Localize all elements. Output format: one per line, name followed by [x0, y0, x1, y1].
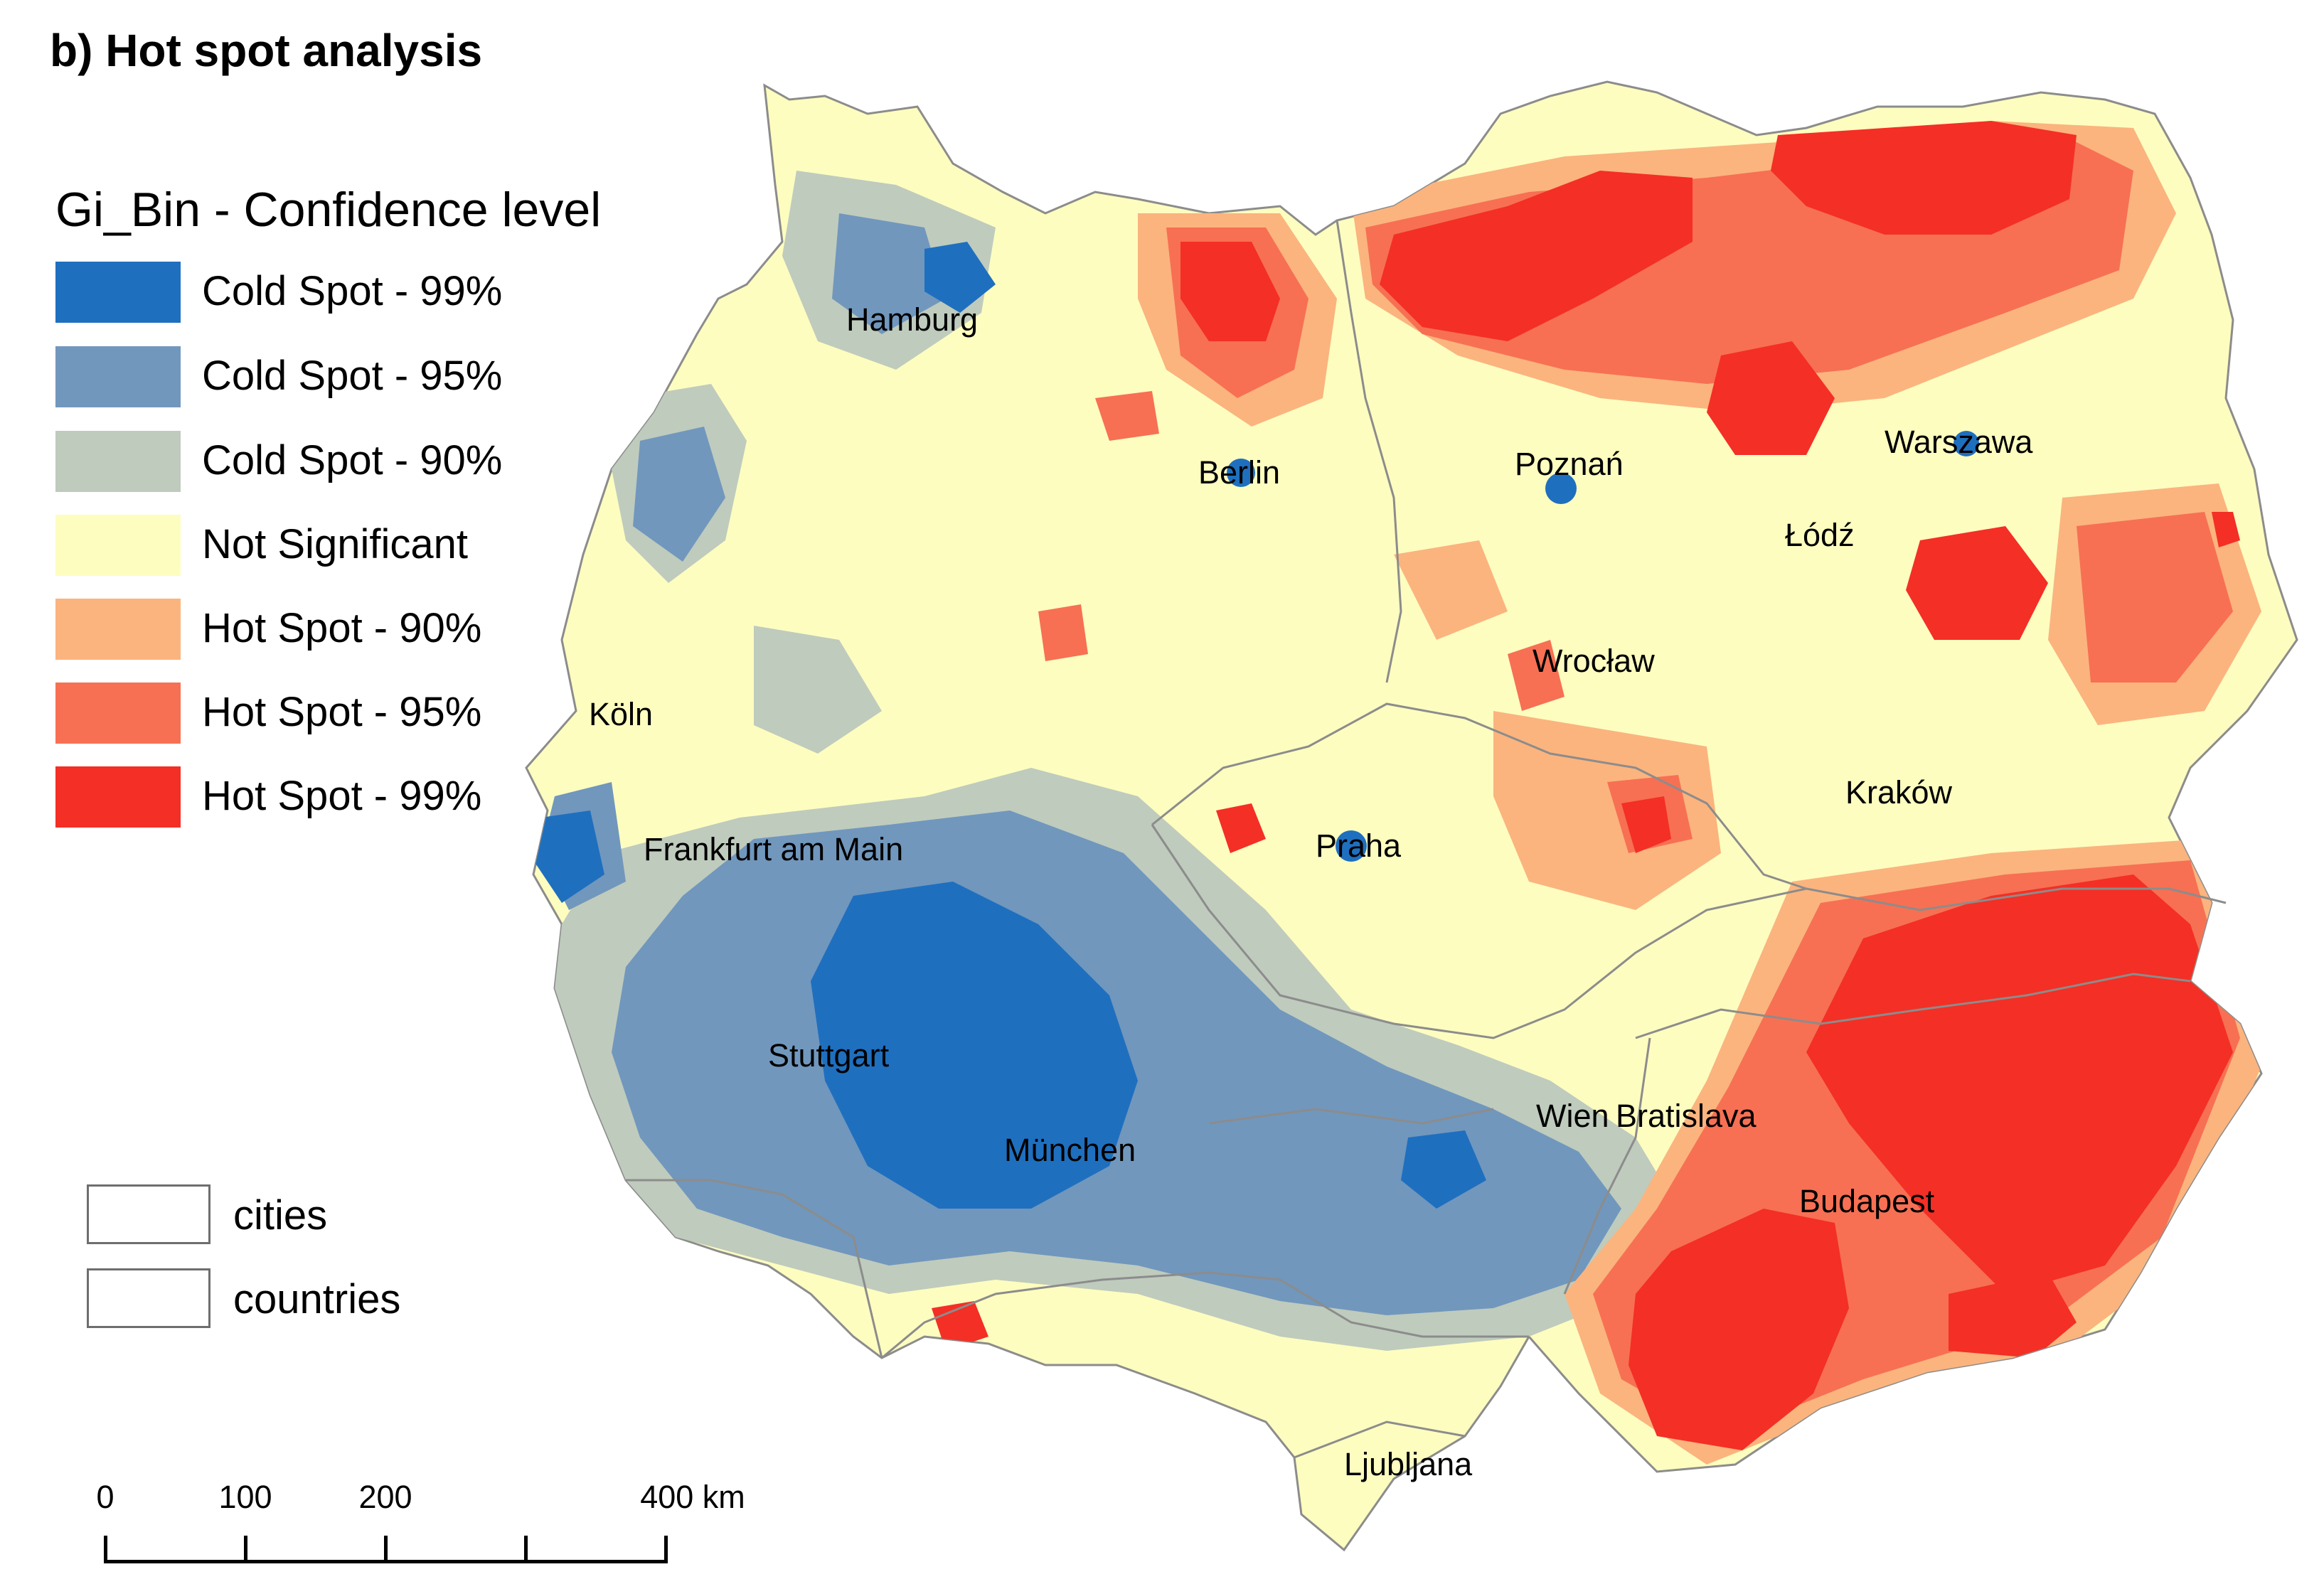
legend-item-hot-spot-95: Hot Spot - 95% — [55, 683, 553, 745]
scale-bar-tick-label: 400 km — [640, 1479, 745, 1515]
legend-item-hot-spot-90: Hot Spot - 90% — [55, 599, 553, 661]
scale-bar-tick-label: 0 — [96, 1479, 114, 1515]
scale-bar-tick — [244, 1536, 247, 1563]
city-label-frankfurt: Frankfurt am Main — [644, 831, 903, 867]
legend-swatch — [55, 346, 181, 407]
city-label-koln: Köln — [589, 696, 653, 732]
scale-bar-tick — [384, 1536, 388, 1563]
legend-item-hot-spot-99: Hot Spot - 99% — [55, 766, 553, 829]
cities-swatch — [87, 1184, 210, 1244]
scale-bar-tick — [524, 1536, 528, 1563]
legend-swatch — [55, 262, 181, 323]
country-borders — [626, 220, 2227, 1459]
scale-bar-tick — [664, 1536, 668, 1563]
legend-label: Hot Spot - 95% — [202, 689, 482, 735]
legend-label: Cold Spot - 95% — [202, 353, 503, 399]
countries-swatch — [87, 1268, 210, 1328]
city-label-bratislava: Bratislava — [1616, 1098, 1757, 1134]
city-label-berlin: Berlin — [1198, 454, 1280, 491]
legend-title: Gi_Bin - Confidence level — [55, 183, 602, 237]
legend-label: Not Significant — [202, 521, 468, 567]
legend-item-cold-spot-95: Cold Spot - 95% — [55, 346, 553, 409]
city-label-praha: Praha — [1316, 828, 1402, 864]
scale-bar: 0 100 200 400 km — [78, 1479, 745, 1578]
city-label-munchen: München — [1004, 1132, 1136, 1168]
city-label-hamburg: Hamburg — [846, 301, 978, 338]
cold-spot-99-areas — [533, 242, 1979, 1211]
legend-swatch — [55, 515, 181, 576]
city-label-budapest: Budapest — [1799, 1183, 1935, 1219]
legend-label: Cold Spot - 90% — [202, 437, 503, 483]
legend-swatch — [55, 599, 181, 660]
city-label-stuttgart: Stuttgart — [768, 1037, 890, 1074]
legend-label: Hot Spot - 90% — [202, 605, 482, 651]
legend-item-cold-spot-90: Cold Spot - 90% — [55, 431, 553, 493]
legend-swatch — [55, 683, 181, 744]
reference-legend-cities: cities — [87, 1184, 513, 1246]
legend-item-not-significant: Not Significant — [55, 515, 553, 577]
reference-label: countries — [233, 1276, 401, 1322]
reference-legend-countries: countries — [87, 1268, 513, 1329]
reference-label: cities — [233, 1192, 328, 1238]
legend-swatch — [55, 431, 181, 492]
scale-bar-tick-label: 200 — [358, 1479, 412, 1515]
hot-spot-99-areas — [932, 121, 2240, 1450]
legend-swatch — [55, 766, 181, 828]
city-label-poznan: Poznań — [1515, 446, 1624, 482]
city-label-lodz: Łódź — [1785, 517, 1855, 553]
legend-label: Cold Spot - 99% — [202, 268, 503, 314]
scale-bar-tick-label: 100 — [218, 1479, 272, 1515]
legend-item-cold-spot-99: Cold Spot - 99% — [55, 262, 553, 324]
city-labels: Hamburg Berlin Poznań Warszawa Łódź Wroc… — [589, 301, 2033, 1482]
scale-bar-tick — [104, 1536, 107, 1563]
legend-label: Hot Spot - 99% — [202, 773, 482, 819]
city-label-warszawa: Warszawa — [1885, 424, 2033, 460]
city-label-ljubljana: Ljubljana — [1344, 1446, 1473, 1482]
city-label-wroclaw: Wrocław — [1533, 643, 1655, 679]
city-label-wien: Wien — [1536, 1098, 1609, 1134]
city-label-krakow: Kraków — [1845, 774, 1953, 810]
figure-title: b) Hot spot analysis — [50, 25, 483, 76]
